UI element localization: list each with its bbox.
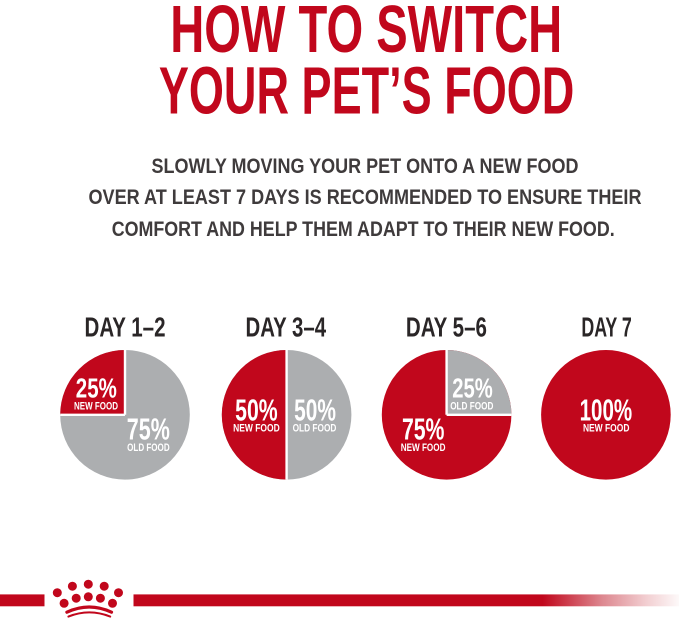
svg-text:DAY 3–4: DAY 3–4 bbox=[246, 311, 327, 342]
svg-text:DAY 1–2: DAY 1–2 bbox=[85, 311, 166, 342]
svg-text:25%: 25% bbox=[76, 372, 117, 403]
svg-text:DAY 7: DAY 7 bbox=[581, 311, 632, 342]
svg-text:NEW FOOD: NEW FOOD bbox=[233, 422, 280, 434]
svg-text:OLD FOOD: OLD FOOD bbox=[450, 400, 493, 412]
svg-text:NEW FOOD: NEW FOOD bbox=[401, 442, 446, 454]
svg-text:COMFORT AND HELP THEM ADAPT TO: COMFORT AND HELP THEM ADAPT TO THEIR NEW… bbox=[112, 218, 615, 241]
svg-text:DAY 5–6: DAY 5–6 bbox=[406, 311, 487, 342]
svg-text:NEW FOOD: NEW FOOD bbox=[74, 400, 118, 412]
svg-text:OLD FOOD: OLD FOOD bbox=[293, 422, 337, 434]
svg-text:SLOWLY MOVING YOUR PET ONTO A: SLOWLY MOVING YOUR PET ONTO A NEW FOOD bbox=[152, 155, 579, 178]
svg-text:OVER AT LEAST 7 DAYS IS RECOMM: OVER AT LEAST 7 DAYS IS RECOMMENDED TO E… bbox=[89, 186, 642, 209]
svg-text:YOUR PET’S FOOD: YOUR PET’S FOOD bbox=[159, 54, 575, 129]
svg-text:NEW FOOD: NEW FOOD bbox=[583, 422, 630, 434]
svg-text:OLD FOOD: OLD FOOD bbox=[127, 442, 170, 454]
svg-text:25%: 25% bbox=[452, 372, 493, 403]
